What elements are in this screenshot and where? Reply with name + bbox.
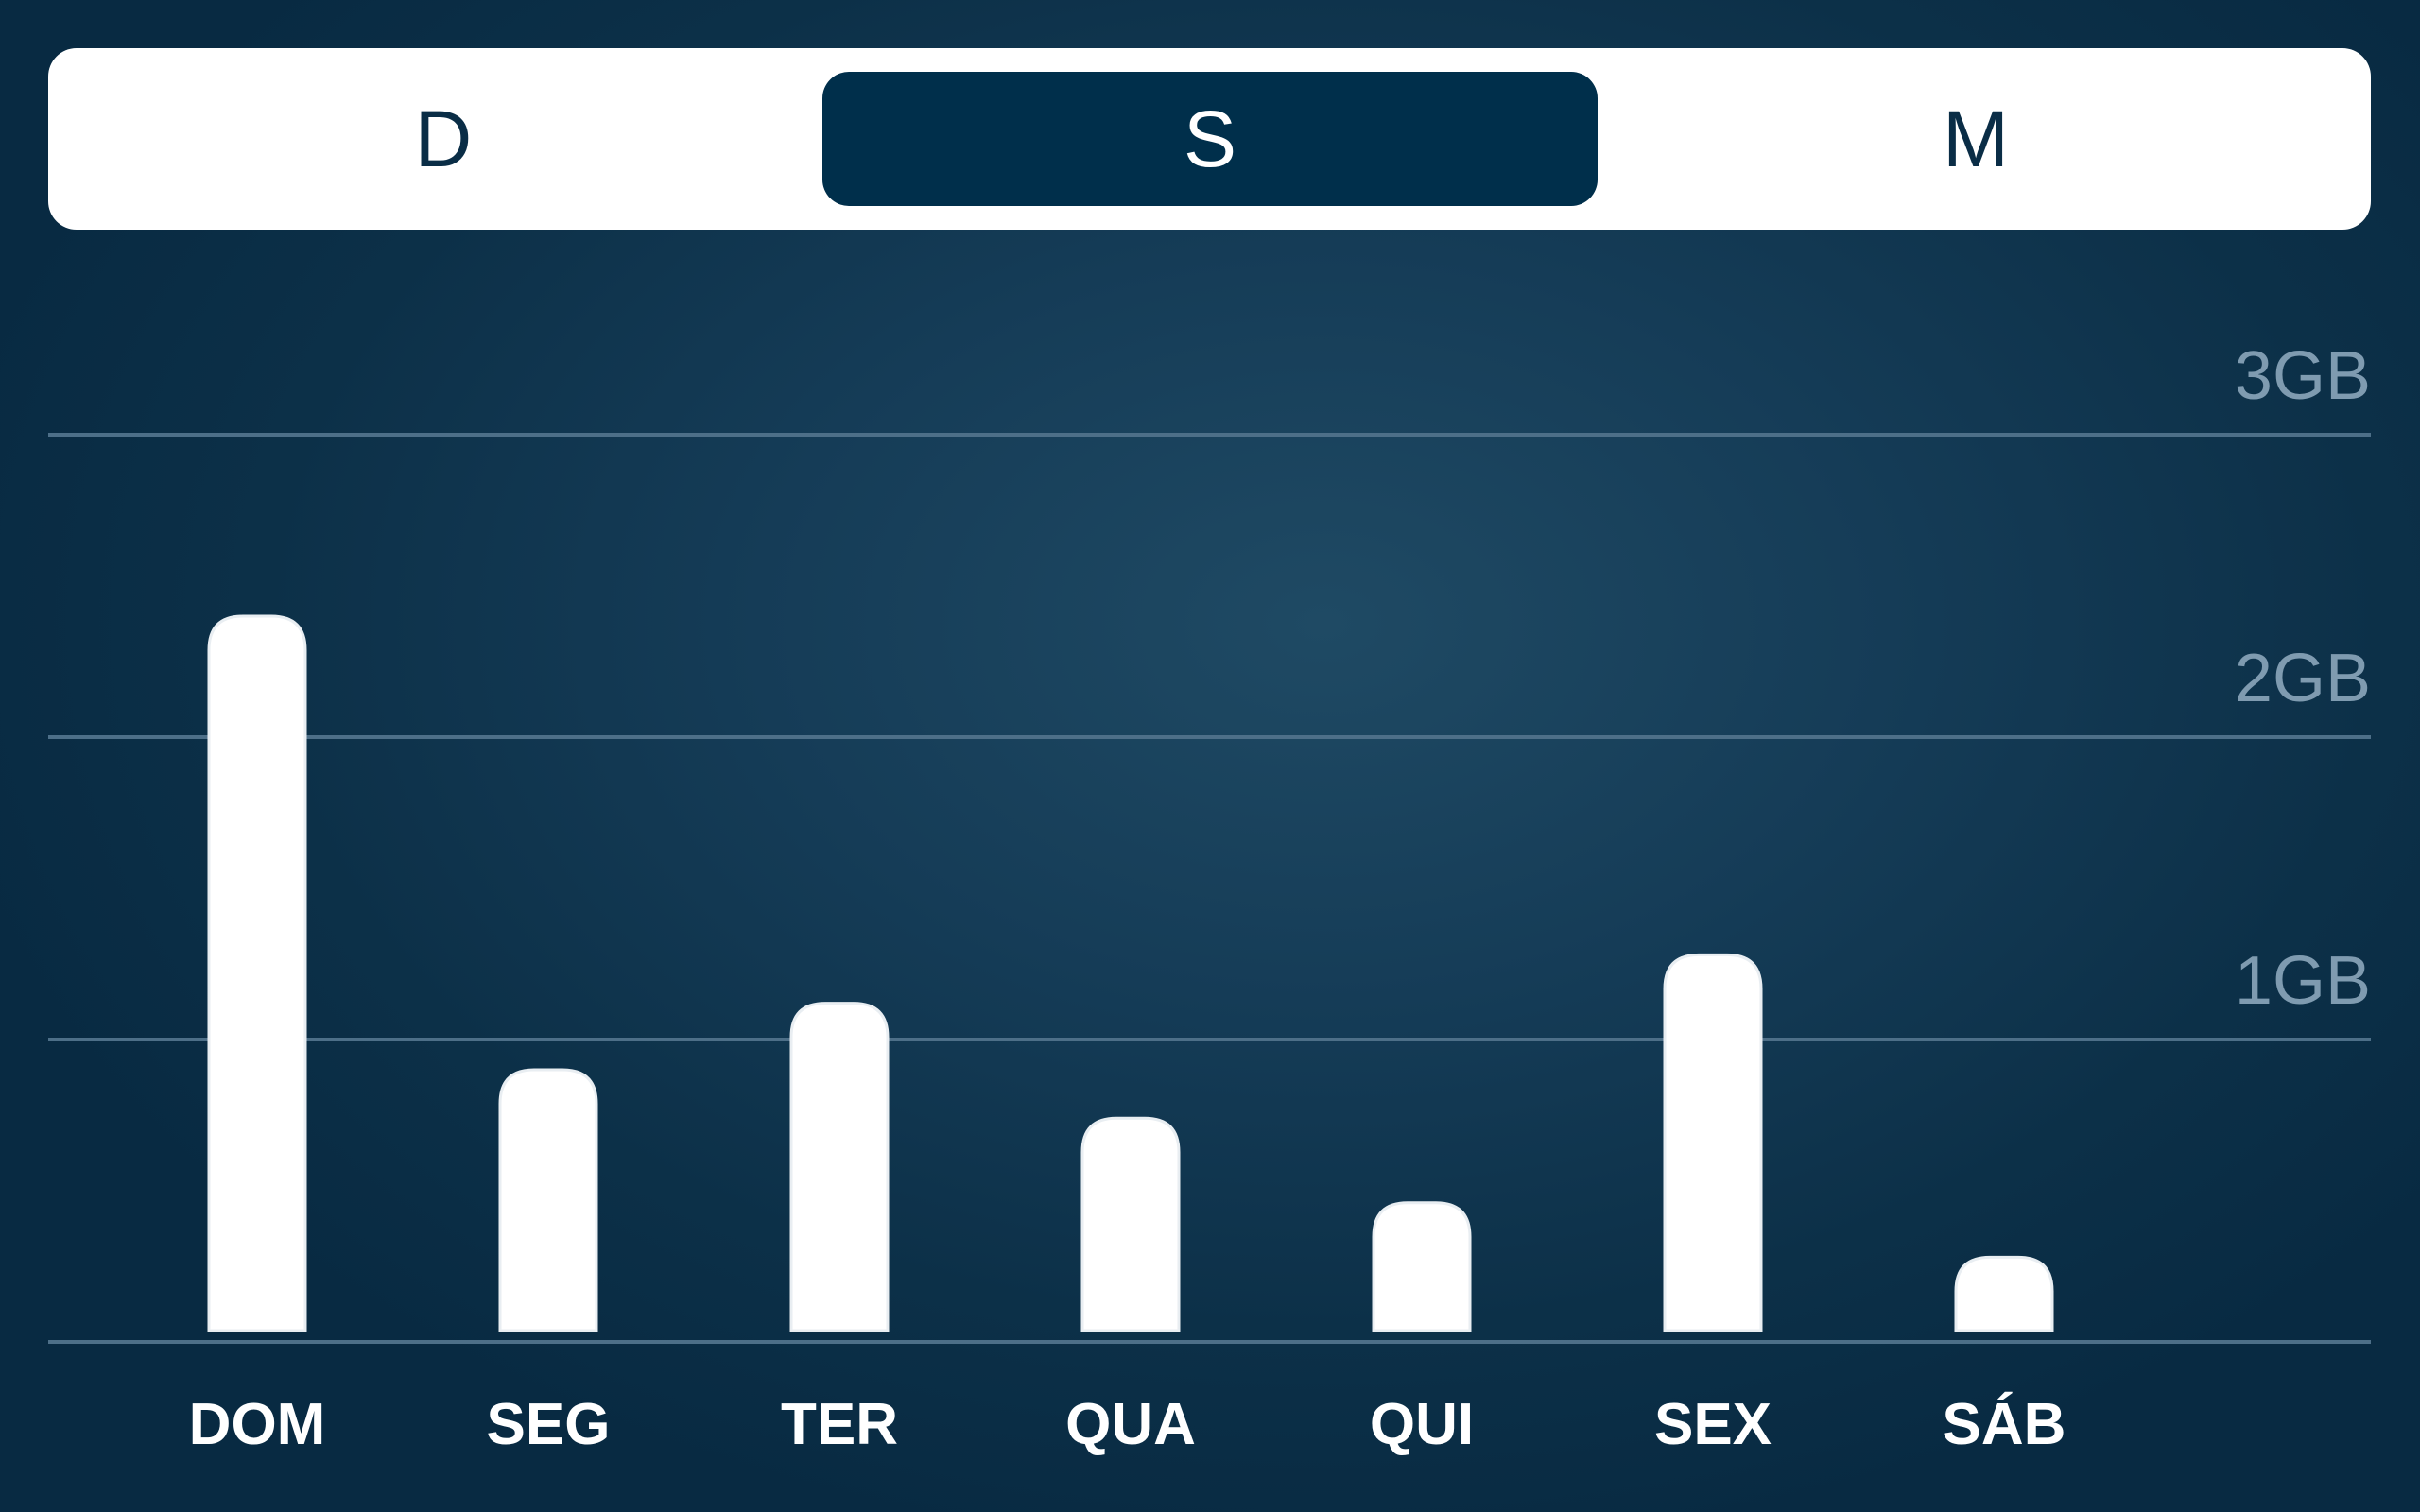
- y-axis-labels: 1GB 2GB 3GB: [2235, 338, 2371, 1019]
- bar-sex: [1663, 953, 1763, 1332]
- y-tick-label: 1GB: [2235, 943, 2371, 1019]
- period-option-week[interactable]: S: [822, 72, 1598, 206]
- x-axis-labels: DOM SEG TER QUA QUI SEX SÁB: [189, 1392, 2066, 1457]
- period-selector: D S M: [48, 48, 2371, 230]
- gridlines: [48, 433, 2371, 1344]
- bars: [207, 614, 2054, 1332]
- period-option-day[interactable]: D: [414, 94, 473, 183]
- x-tick-label-3: QUA: [1065, 1392, 1196, 1457]
- period-option-month[interactable]: M: [1943, 94, 2009, 183]
- bar-qua: [1080, 1116, 1181, 1332]
- x-tick-label-2: TER: [781, 1392, 898, 1457]
- x-tick-label-4: QUI: [1370, 1392, 1474, 1457]
- bar-seg: [498, 1068, 598, 1332]
- x-tick-label-5: SEX: [1654, 1392, 1772, 1457]
- bar-qui: [1372, 1201, 1472, 1332]
- x-tick-label-1: SEG: [487, 1392, 611, 1457]
- x-tick-label-0: DOM: [189, 1392, 326, 1457]
- x-tick-label-6: SÁB: [1943, 1392, 2066, 1457]
- bar-ter: [789, 1002, 890, 1332]
- bar-dom: [207, 614, 307, 1332]
- y-tick-label: 2GB: [2235, 641, 2371, 716]
- bar-sáb: [1954, 1255, 2054, 1332]
- y-tick-label: 3GB: [2235, 338, 2371, 414]
